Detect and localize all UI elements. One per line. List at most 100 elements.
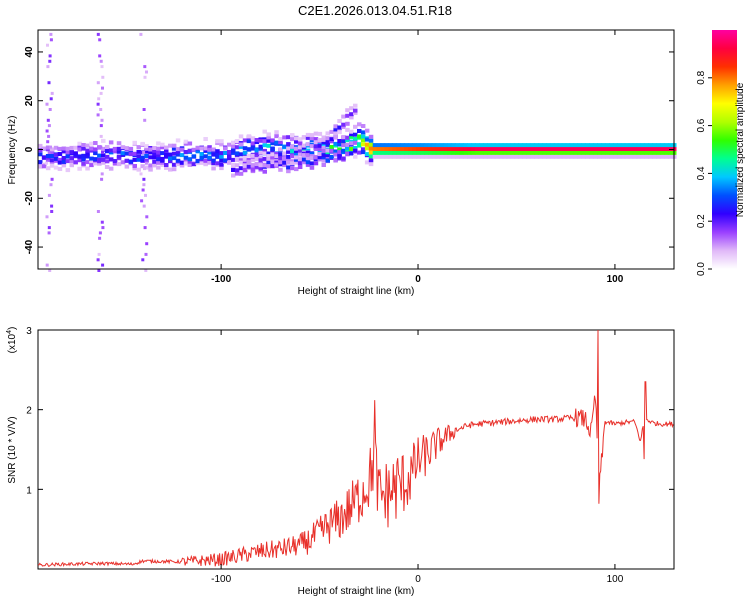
spectrogram-cell bbox=[656, 143, 661, 148]
spectrogram-cell bbox=[93, 161, 98, 166]
spectrogram-cell bbox=[589, 143, 594, 148]
spectrogram-cell bbox=[254, 162, 260, 166]
spectrogram-cell bbox=[262, 143, 267, 148]
spectrogram-cell bbox=[53, 152, 59, 157]
spectrogram-cell bbox=[593, 154, 598, 159]
spectrogram-cell bbox=[479, 147, 484, 151]
spectrogram-cell bbox=[145, 215, 149, 219]
spectrogram-cell bbox=[207, 145, 212, 150]
spectrogram-cell bbox=[392, 143, 397, 148]
spectrogram-cell bbox=[479, 143, 484, 148]
spectrogram-cell bbox=[50, 204, 54, 208]
spectrogram-cell bbox=[668, 154, 673, 159]
spectrogram-cell bbox=[423, 143, 429, 148]
spectrogram-cell bbox=[38, 160, 43, 165]
spectrogram-cell bbox=[266, 156, 271, 161]
spectrogram-cell bbox=[168, 152, 173, 157]
spectrogram-cell bbox=[238, 152, 244, 157]
spectrogram-cell bbox=[632, 147, 638, 151]
spectrogram-cell bbox=[349, 141, 354, 146]
spectrogram-cell bbox=[282, 135, 287, 140]
spectrogram-cell bbox=[305, 150, 311, 155]
spectrogram-cell bbox=[97, 161, 102, 166]
spectrogram-cell bbox=[98, 54, 102, 58]
colorbar-ticks: 0.0 0.2 0.4 0.6 0.8 bbox=[696, 70, 712, 276]
colorbar-gradient bbox=[712, 30, 737, 269]
spectrogram-cell bbox=[116, 154, 122, 159]
spectrogram-cell bbox=[400, 143, 405, 148]
spectrogram-cell bbox=[171, 156, 177, 161]
spectrogram-cell bbox=[143, 226, 147, 230]
spectrogram-cell bbox=[85, 148, 90, 153]
spectrogram-cell bbox=[282, 144, 287, 149]
spectrogram-cell bbox=[144, 161, 148, 165]
spectrogram-cell bbox=[530, 143, 535, 148]
spectrogram-cell bbox=[597, 154, 602, 159]
spectrogram-cell bbox=[404, 143, 409, 148]
spectrogram-cell bbox=[616, 154, 622, 159]
spectrogram-cell bbox=[164, 153, 169, 157]
spectrogram-cell bbox=[664, 150, 669, 155]
spectrogram-cell bbox=[329, 129, 334, 134]
spectrogram-cell bbox=[290, 137, 295, 142]
spectrogram-cell bbox=[313, 147, 319, 151]
spectrogram-cell bbox=[219, 151, 224, 156]
spectrogram-cell bbox=[266, 164, 271, 169]
spectrogram-cell bbox=[593, 150, 598, 155]
spectrogram-cell bbox=[353, 146, 358, 150]
spectrogram-cell bbox=[510, 147, 516, 151]
spectrogram-cell bbox=[506, 143, 512, 148]
spectrogram-cell bbox=[569, 143, 575, 148]
spectrogram-cell bbox=[459, 154, 464, 159]
spectrogram-cell bbox=[404, 154, 409, 159]
spectrogram-cell bbox=[246, 139, 252, 144]
spectrogram-cell bbox=[286, 160, 291, 165]
spectrogram-cell bbox=[486, 154, 492, 159]
spectrogram-cell bbox=[219, 158, 224, 163]
spectrogram-cell bbox=[242, 155, 248, 160]
spectrogram-cell bbox=[644, 147, 649, 151]
spectrogram-cell bbox=[522, 147, 527, 151]
spectrogram-cell bbox=[282, 160, 287, 165]
spectrogram-cell bbox=[502, 143, 508, 148]
spectrogram-cell bbox=[128, 146, 134, 151]
spectrogram-cell bbox=[534, 143, 539, 148]
spectrogram-cell bbox=[234, 171, 240, 176]
spectrogram-cell bbox=[518, 147, 523, 151]
spectrogram-y-tick-label: -40 bbox=[24, 239, 35, 254]
spectrogram-cell bbox=[451, 154, 456, 159]
spectrogram-cell bbox=[234, 139, 240, 143]
spectrogram-cell bbox=[333, 127, 338, 132]
snr-x-tick-label: 100 bbox=[607, 574, 624, 585]
spectrogram-cell bbox=[353, 137, 358, 141]
spectrogram-cell bbox=[345, 127, 350, 132]
spectrogram-cell bbox=[364, 128, 370, 133]
spectrogram-cell bbox=[47, 81, 51, 85]
spectrogram-cell bbox=[353, 124, 358, 129]
spectrogram-cell bbox=[274, 151, 279, 156]
spectrogram-cell bbox=[175, 152, 181, 157]
spectrogram-cell bbox=[471, 147, 476, 151]
spectrogram-cell bbox=[207, 150, 212, 155]
spectrogram-cell bbox=[613, 147, 618, 151]
spectrogram-cell bbox=[89, 163, 94, 168]
spectrogram-cell bbox=[49, 158, 55, 163]
spectrogram-cell bbox=[124, 164, 130, 169]
spectrogram-cell bbox=[337, 150, 342, 155]
spectrogram-cell bbox=[636, 154, 642, 159]
spectrogram-cell bbox=[502, 147, 508, 151]
spectrogram-cell bbox=[372, 147, 378, 151]
snr-y-tick-label: 1 bbox=[26, 485, 32, 496]
spectrogram-cell bbox=[57, 152, 63, 156]
snr-y-ticks: 1 2 3 bbox=[26, 326, 674, 496]
spectrogram-cell bbox=[616, 150, 622, 155]
spectrogram-cell bbox=[459, 147, 464, 151]
spectrogram-cell bbox=[258, 158, 263, 163]
spectrogram-cell bbox=[616, 143, 622, 148]
spectrogram-cell bbox=[144, 165, 149, 170]
spectrogram-cell bbox=[234, 158, 240, 162]
spectrogram-cell bbox=[175, 147, 181, 152]
spectrogram-cell bbox=[168, 143, 173, 148]
spectrogram-cell bbox=[494, 154, 500, 159]
